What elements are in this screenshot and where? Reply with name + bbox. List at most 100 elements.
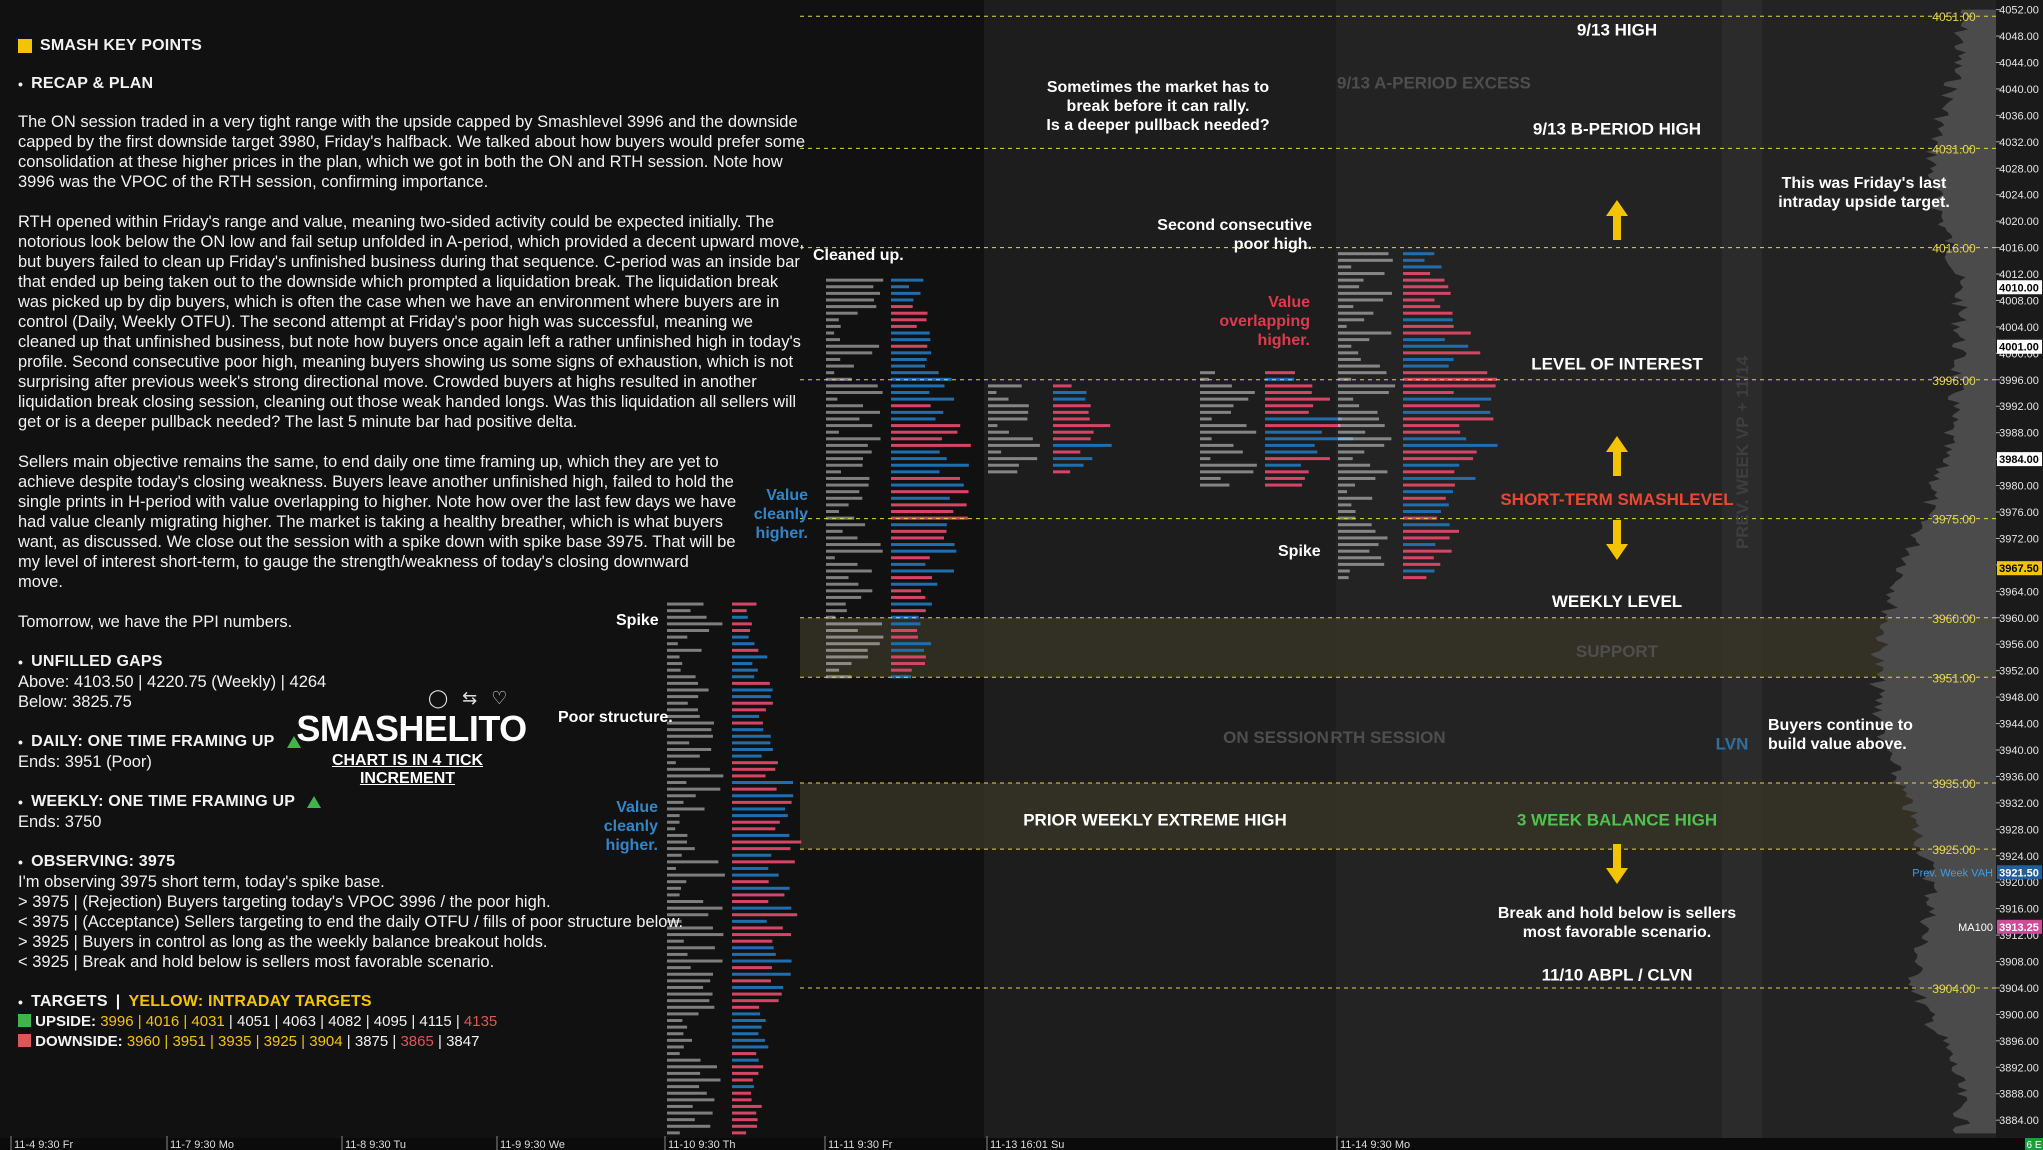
y-tick-label: 4008.00	[1999, 295, 2039, 307]
targets-title: TARGETS	[31, 993, 108, 1010]
volume-bar	[732, 609, 747, 613]
volume-bar	[1403, 483, 1455, 487]
y-tick-label: 3972.00	[1999, 533, 2039, 545]
volume-bar	[732, 966, 772, 970]
volume-bar	[1265, 463, 1301, 467]
callout-text: intraday upside target.	[1778, 194, 1950, 211]
tpo-row	[667, 628, 710, 632]
heart-icon[interactable]: ♡	[491, 688, 508, 708]
y-tick-label: 4044.00	[1999, 57, 2039, 69]
tpo-row	[826, 298, 874, 302]
callout-text: cleanly	[604, 818, 658, 835]
annotation-label: 11/10 ABPL / CLVN	[1542, 966, 1693, 985]
tpo-row	[1338, 503, 1352, 507]
downside-red-target: 3865	[400, 1033, 434, 1050]
volume-bar	[1053, 417, 1090, 421]
tpo-row	[667, 708, 698, 712]
tpo-row	[826, 543, 881, 547]
volume-bar	[1053, 470, 1071, 474]
volume-bar	[732, 1045, 769, 1049]
tpo-row	[667, 1078, 721, 1082]
tpo-row	[988, 424, 998, 428]
volume-bar	[1403, 331, 1471, 335]
targets-separator: |	[115, 993, 121, 1010]
volume-bar	[1265, 457, 1330, 461]
tpo-row	[667, 933, 724, 937]
tpo-row	[1338, 543, 1379, 547]
tpo-row	[1200, 424, 1247, 428]
tpo-row	[1338, 311, 1374, 315]
y-tick-label: 3988.00	[1999, 428, 2039, 440]
tpo-row	[826, 391, 883, 395]
callout-text: overlapping	[1219, 313, 1310, 330]
yellow-down-arrow-icon	[1606, 520, 1628, 560]
tpo-row	[1338, 324, 1347, 328]
volume-bar	[732, 1065, 764, 1069]
volume-bar	[891, 357, 927, 361]
tpo-row	[1200, 437, 1212, 441]
volume-bar	[732, 781, 793, 785]
tpo-row	[1200, 457, 1211, 461]
volume-bar	[732, 860, 795, 864]
observing-line: < 3925 | Break and hold below is sellers…	[18, 953, 495, 971]
y-tick-label: 3960.00	[1999, 613, 2039, 625]
volume-bar	[891, 595, 926, 599]
volume-bar	[891, 463, 969, 467]
volume-bar	[1403, 450, 1477, 454]
observing-line: < 3975 | (Acceptance) Sellers targeting …	[18, 913, 684, 931]
volume-bar	[891, 476, 960, 480]
volume-bar	[732, 714, 760, 718]
annotation-label: SHORT-TERM SMASHLEVEL	[1500, 490, 1733, 509]
volume-bar	[732, 946, 774, 950]
volume-bar	[1403, 443, 1498, 447]
bullet-icon: •	[18, 654, 24, 670]
tpo-row	[826, 377, 852, 381]
tpo-row	[667, 893, 680, 897]
level-label: 4051.00	[1932, 10, 1976, 24]
annotation-label: RTH SESSION	[1330, 728, 1445, 747]
volume-bar	[732, 754, 762, 758]
comment-icon[interactable]: ◯	[428, 688, 449, 708]
callout-text: break before it can rally.	[1067, 98, 1250, 115]
tpo-row	[667, 833, 688, 837]
tpo-row	[988, 457, 1038, 461]
volume-bar	[732, 622, 752, 626]
price-box-caption: Prev. Week VAH	[1912, 867, 1993, 879]
volume-bar	[1265, 397, 1330, 401]
tpo-row	[667, 754, 700, 758]
tpo-row	[826, 655, 868, 659]
arrow-shaft	[1613, 214, 1621, 240]
volume-bar	[732, 1131, 747, 1135]
y-tick-label: 3904.00	[1999, 983, 2039, 995]
volume-bar	[732, 979, 771, 983]
time-axis-background	[0, 1138, 2043, 1150]
level-label: 3925.00	[1932, 843, 1976, 857]
tpo-row	[667, 814, 680, 818]
volume-bar	[732, 1032, 759, 1036]
volume-bar	[891, 589, 922, 593]
volume-bar	[1403, 298, 1435, 302]
tpo-row	[1338, 318, 1365, 322]
tpo-row	[1338, 417, 1379, 421]
x-tick-label: 11-9 9:30 We	[500, 1139, 565, 1150]
tpo-row	[826, 357, 841, 361]
retweet-icon[interactable]: ⇆	[462, 688, 478, 708]
tpo-row	[1338, 258, 1393, 262]
tpo-row	[988, 417, 1028, 421]
tpo-row	[988, 470, 1018, 474]
volume-bar	[732, 886, 790, 890]
annotation-label: ON SESSION	[1223, 728, 1329, 747]
tpo-row	[1338, 338, 1370, 342]
y-tick-label: 4016.00	[1999, 243, 2039, 255]
tpo-row	[826, 311, 858, 315]
tpo-row	[826, 642, 880, 646]
tpo-row	[1338, 391, 1389, 395]
gaps-heading: • UNFILLED GAPS	[18, 652, 808, 672]
price-box	[1997, 561, 2042, 576]
tpo-row	[1338, 569, 1350, 573]
callout-text: cleanly	[754, 506, 808, 523]
tpo-row	[667, 695, 699, 699]
yellow-down-arrow-icon	[1606, 844, 1628, 884]
tpo-row	[667, 747, 712, 751]
volume-bar	[732, 992, 782, 996]
